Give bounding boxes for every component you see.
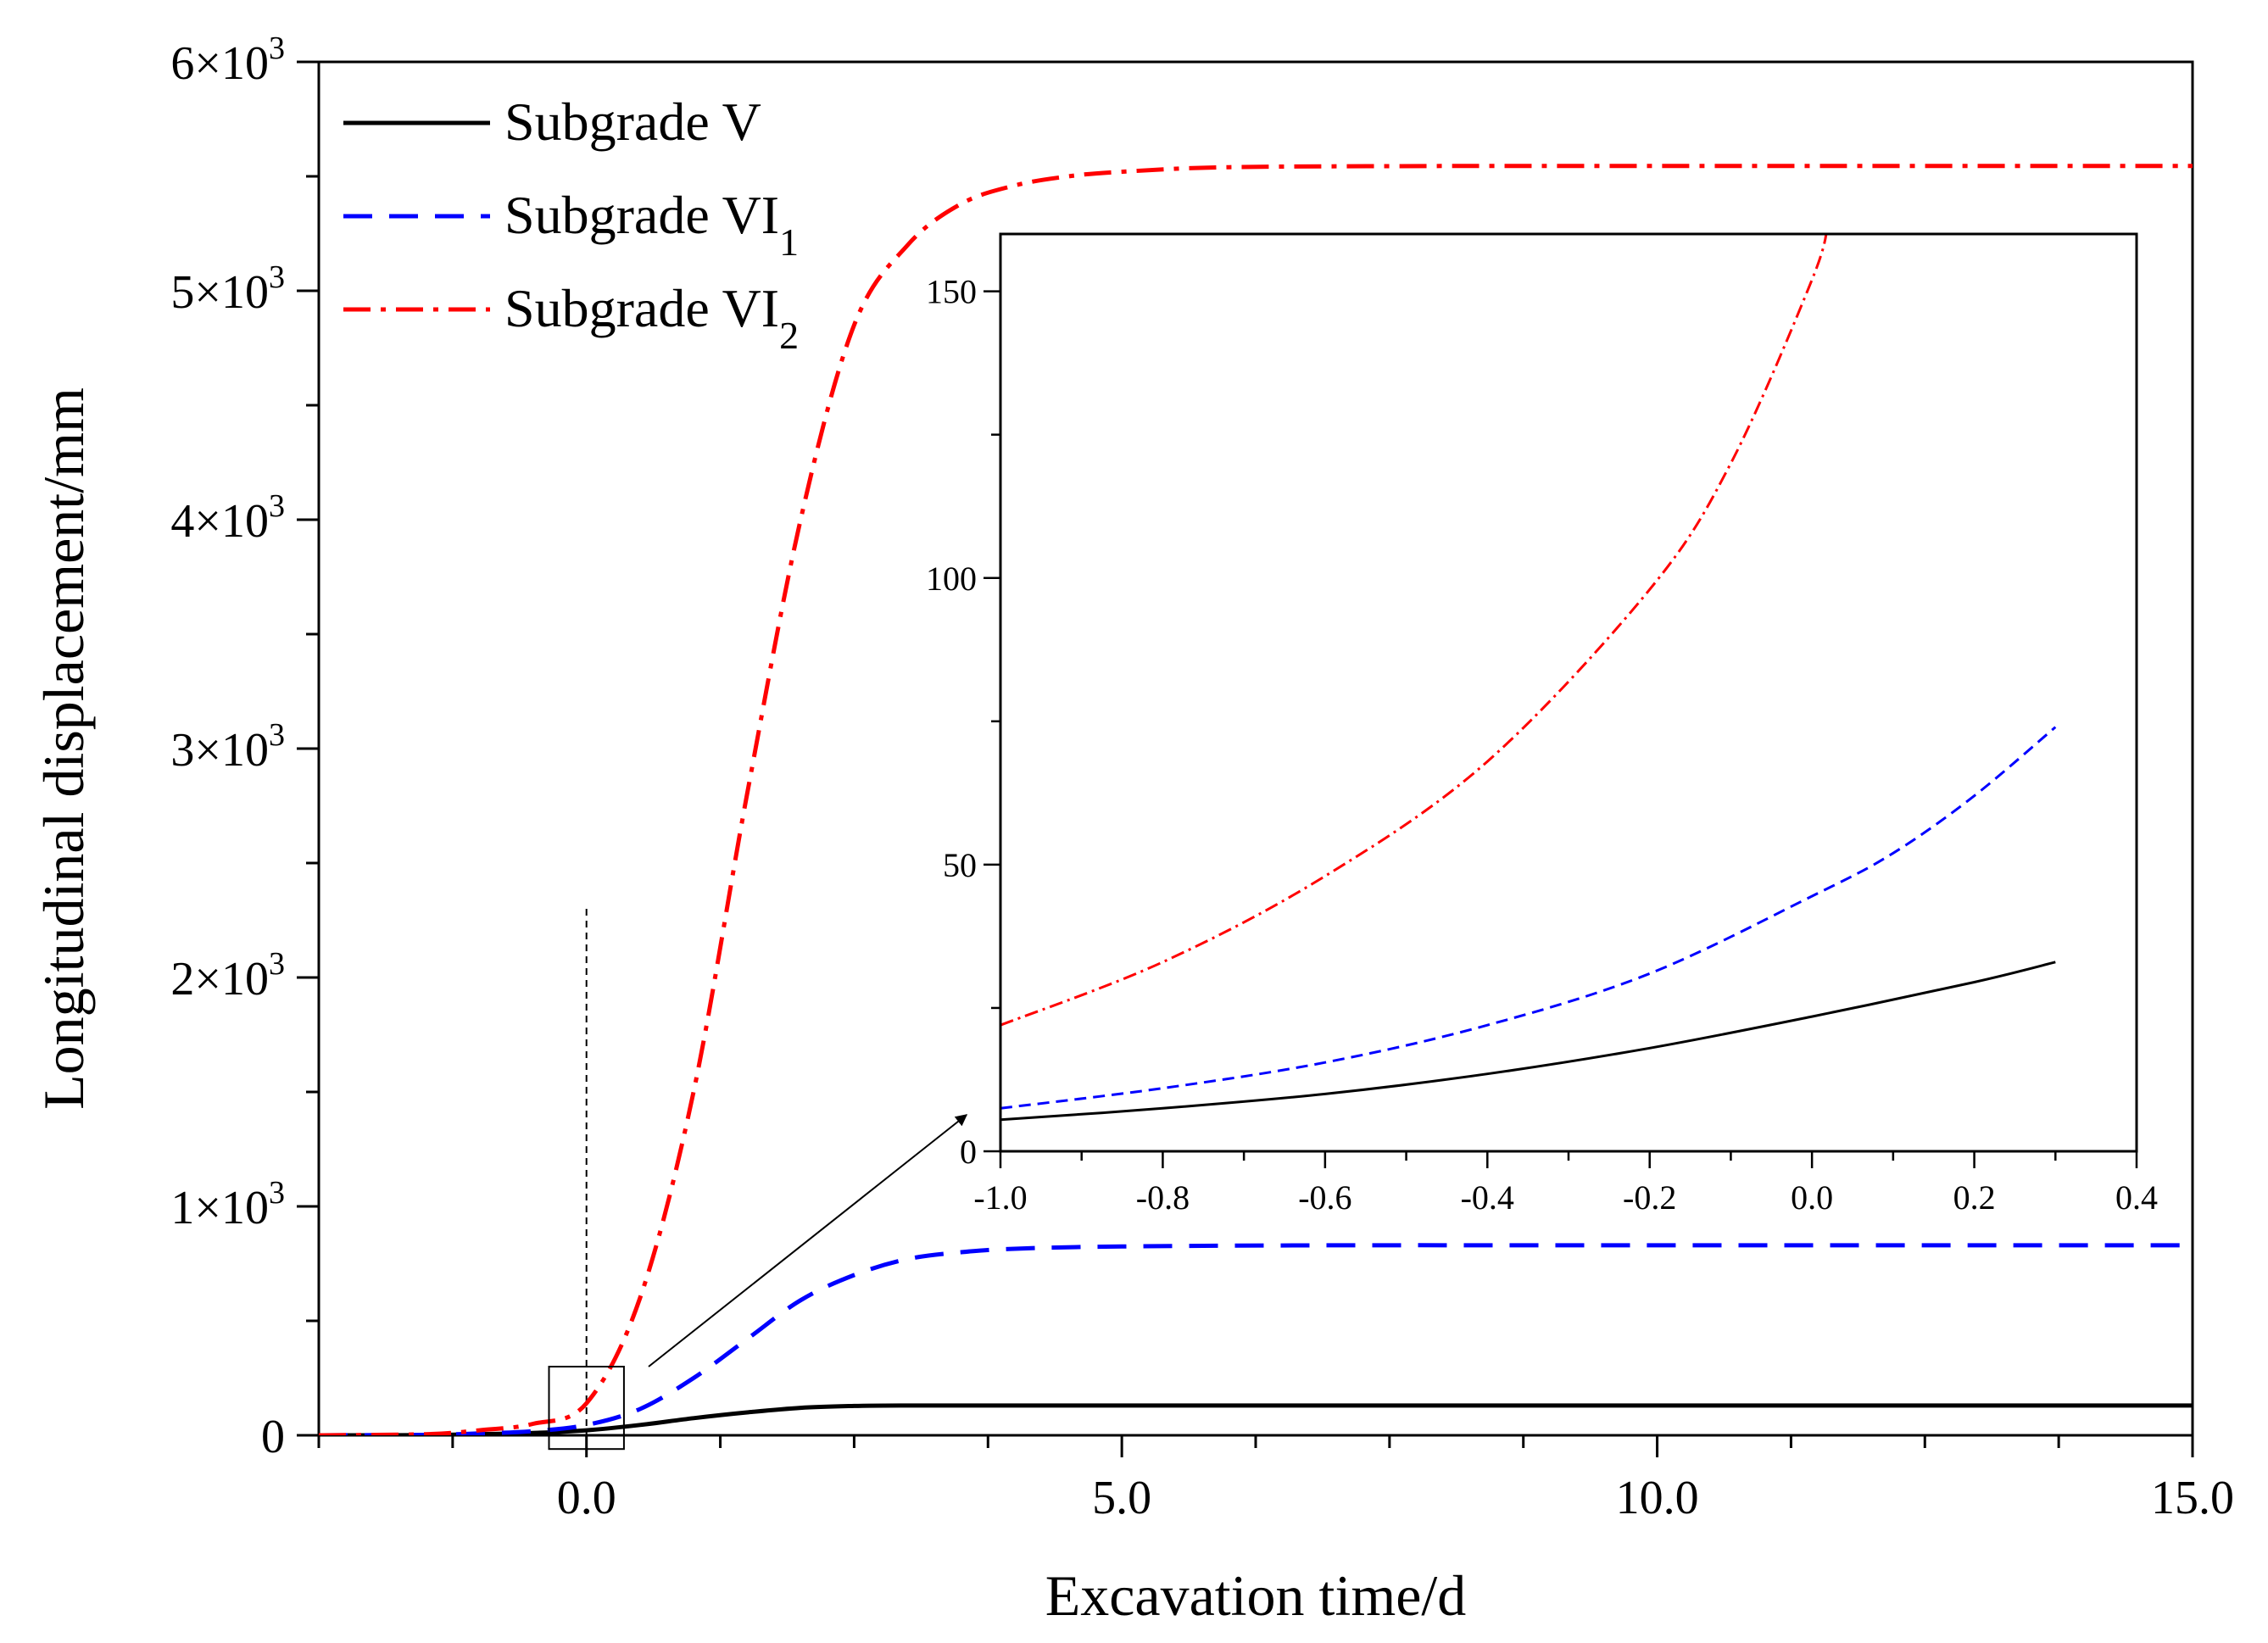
y-tick-label: 2×103 xyxy=(170,946,285,1005)
legend-label-subscript: 2 xyxy=(779,314,799,357)
x-tick-label: 15.0 xyxy=(2151,1472,2234,1524)
y-tick-mantissa: 2×10 xyxy=(170,953,269,1005)
inset-series-line-1 xyxy=(1000,961,2056,1122)
inset-x-tick-label: -0.2 xyxy=(1623,1178,1676,1217)
legend-label-name: Subgrade V xyxy=(504,92,761,152)
x-tick-label: 0.0 xyxy=(557,1472,616,1524)
inset-x-tick-label: 0.0 xyxy=(1791,1178,1833,1217)
y-tick-label: 5×103 xyxy=(170,259,285,319)
y-tick-exponent: 3 xyxy=(269,259,285,295)
inset-y-tick-label: 50 xyxy=(943,846,977,884)
y-tick-mantissa: 0 xyxy=(261,1411,285,1463)
legend-label: Subgrade V xyxy=(504,92,761,152)
inset-axis-ticks xyxy=(984,290,2138,1168)
inset-x-tick-label: -0.6 xyxy=(1298,1178,1351,1217)
y-tick-mantissa: 5×10 xyxy=(170,266,269,319)
series-line-3 xyxy=(319,164,2193,1435)
legend-label-name: Subgrade VI xyxy=(504,185,779,245)
inset-x-tick-label: -0.4 xyxy=(1461,1178,1514,1217)
inset-background xyxy=(1000,234,2137,1151)
series-line-2 xyxy=(319,1243,2193,1435)
y-tick-label: 4×103 xyxy=(170,488,285,548)
inset-y-tick-label: 0 xyxy=(960,1133,977,1171)
y-tick-label: 0 xyxy=(261,1411,285,1463)
inset-y-tick-label: 100 xyxy=(926,560,977,598)
inset-y-tick-labels: 0 50 100 150 xyxy=(926,273,977,1171)
inset-x-tick-label: 0.4 xyxy=(2115,1178,2158,1217)
main-x-tick-labels: 0.0 5.0 10.0 15.0 xyxy=(557,1472,2234,1524)
y-tick-label: 1×103 xyxy=(170,1175,285,1234)
legend-label-name: Subgrade VI xyxy=(504,278,779,338)
zoom-arrow xyxy=(648,1114,968,1367)
y-tick-exponent: 3 xyxy=(269,31,285,66)
inset-series-line-3 xyxy=(1000,234,1828,1027)
y-tick-exponent: 3 xyxy=(269,488,285,524)
legend-label-subscript: 1 xyxy=(779,220,799,264)
y-axis-title: Longitudinal displacement/mm xyxy=(31,387,96,1110)
main-axis-ticks xyxy=(297,60,2194,1457)
legend-label: Subgrade VI1 xyxy=(504,185,799,264)
zoom-box xyxy=(548,1366,625,1451)
inset-series-line-2 xyxy=(1000,726,2057,1110)
x-axis-title: Excavation time/d xyxy=(1045,1563,1467,1628)
y-tick-mantissa: 6×10 xyxy=(170,37,269,90)
inset-x-tick-labels: -1.0 -0.8 -0.6 -0.4 -0.2 0.0 0.2 0.4 xyxy=(973,1178,2158,1217)
x-tick-label: 10.0 xyxy=(1616,1472,1699,1524)
legend-label: Subgrade VI2 xyxy=(504,278,799,357)
inset-y-tick-label: 150 xyxy=(926,273,977,311)
inset-x-tick-label: -1.0 xyxy=(973,1178,1027,1217)
y-tick-mantissa: 3×10 xyxy=(170,724,269,777)
inset-x-tick-label: -0.8 xyxy=(1136,1178,1190,1217)
main-series-group xyxy=(319,164,2193,1435)
y-tick-mantissa: 4×10 xyxy=(170,495,269,548)
inset-series-group xyxy=(1000,234,2057,1122)
y-tick-exponent: 3 xyxy=(269,946,285,982)
y-tick-label: 6×103 xyxy=(170,31,285,90)
y-tick-label: 3×103 xyxy=(170,717,285,777)
y-tick-mantissa: 1×10 xyxy=(170,1182,269,1234)
y-tick-exponent: 3 xyxy=(269,717,285,753)
x-tick-label: 5.0 xyxy=(1092,1472,1151,1524)
y-tick-exponent: 3 xyxy=(269,1175,285,1211)
inset-x-tick-label: 0.2 xyxy=(1953,1178,1996,1217)
